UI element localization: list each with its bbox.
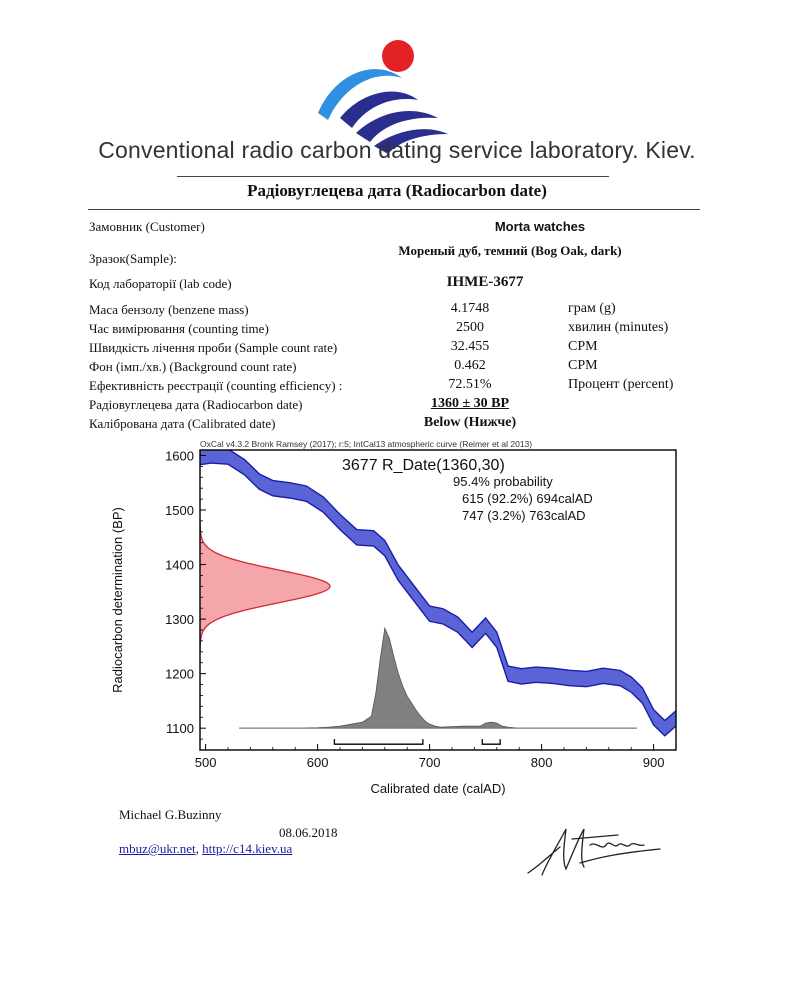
calibration-chart: OxCal v4.3.2 Bronk Ramsey (2017); r:5; I…: [110, 439, 677, 796]
cal-date-label: Калібрована дата (Calibrated date): [89, 416, 276, 431]
divider: [177, 176, 609, 177]
document-title: Радіовуглецева дата (Radiocarbon date): [247, 181, 547, 200]
x-axis-label: Calibrated date (calAD): [370, 781, 505, 796]
signatory-name: Michael G.Buzinny: [119, 807, 222, 822]
benzene-value: 4.1748: [450, 301, 490, 316]
report-date: 08.06.2018: [279, 825, 338, 840]
posterior-distribution: [239, 626, 637, 729]
cal-date-value: Below (Нижче): [423, 415, 517, 430]
y-tick-label: 1400: [165, 558, 194, 573]
y-tick-label: 1500: [165, 503, 194, 518]
benzene-label: Маса бензолу (benzene mass): [89, 302, 249, 317]
efficiency-label: Ефективність реєстрації (counting effici…: [89, 378, 343, 393]
measurement-distribution-edge: [200, 520, 331, 652]
chart-header-note: OxCal v4.3.2 Bronk Ramsey (2017); r:5; I…: [200, 439, 532, 449]
background-label: Фон (імп./хв.) (Background count rate): [89, 359, 297, 374]
range-2-text: 747 (3.2%) 763calAD: [462, 508, 586, 523]
y-tick-label: 1100: [166, 721, 194, 736]
calibration-curve-upper: [200, 450, 676, 722]
customer-label: Замовник (Customer): [89, 219, 205, 234]
lab-code-value: IHME-3677: [446, 274, 524, 290]
y-tick-label: 1600: [165, 448, 194, 463]
measurement-distribution: [200, 520, 330, 652]
background-value: 0.462: [454, 358, 486, 373]
y-axis-label: Radiocarbon determination (BP): [110, 507, 125, 693]
sample-rate-label: Швидкість лічення проби (Sample count ra…: [89, 340, 338, 355]
sample-rate-value: 32.455: [450, 339, 490, 354]
lab-code-label: Код лабораторії (lab code): [89, 276, 232, 291]
customer-value: Morta watches: [494, 219, 586, 234]
sample-rate-unit: CPM: [568, 339, 598, 354]
rc-date-value: 1360 ± 30 BP: [430, 396, 510, 411]
sample-value: Мореный дуб, темний (Bog Oak, dark): [398, 243, 622, 258]
x-tick-label: 800: [531, 755, 553, 770]
sample-label: Зразок(Sample):: [89, 251, 177, 266]
rc-date-label: Радіовуглецева дата (Radiocarbon date): [89, 397, 303, 412]
counting-unit: хвилин (minutes): [568, 320, 669, 335]
calibration-curve-lower: [200, 462, 676, 737]
range-bracket-2: [481, 739, 501, 745]
background-unit: CPM: [568, 358, 598, 373]
email-link[interactable]: mbuz@ukr.net: [119, 841, 196, 856]
y-tick-label: 1300: [165, 612, 194, 627]
x-tick-label: 900: [643, 755, 665, 770]
handwritten-signature: [527, 828, 661, 876]
x-tick-label: 500: [195, 755, 217, 770]
plot-frame: [199, 449, 677, 751]
range-1-text: 615 (92.2%) 694calAD: [462, 491, 593, 506]
range-bracket-1: [333, 739, 424, 745]
link-separator: ,: [195, 841, 203, 856]
x-tick-label: 700: [419, 755, 441, 770]
y-tick-label: 1200: [165, 667, 194, 682]
website-link[interactable]: http://c14.kiev.ua: [202, 841, 293, 856]
efficiency-unit: Процент (percent): [568, 377, 674, 392]
efficiency-value: 72.51%: [448, 377, 492, 392]
benzene-unit: грам (g): [568, 301, 616, 316]
counting-label: Час вимірювання (counting time): [89, 321, 269, 336]
contact-links: mbuz@ukr.net, http://c14.kiev.ua: [119, 841, 292, 857]
chart-title: 3677 R_Date(1360,30): [342, 457, 505, 474]
divider: [88, 209, 700, 210]
x-tick-label: 600: [307, 755, 329, 770]
counting-value: 2500: [456, 320, 484, 335]
probability-label: 95.4% probability: [453, 474, 553, 489]
laboratory-logo: [318, 40, 448, 154]
lab-name: Conventional radio carbon dating service…: [98, 137, 696, 163]
